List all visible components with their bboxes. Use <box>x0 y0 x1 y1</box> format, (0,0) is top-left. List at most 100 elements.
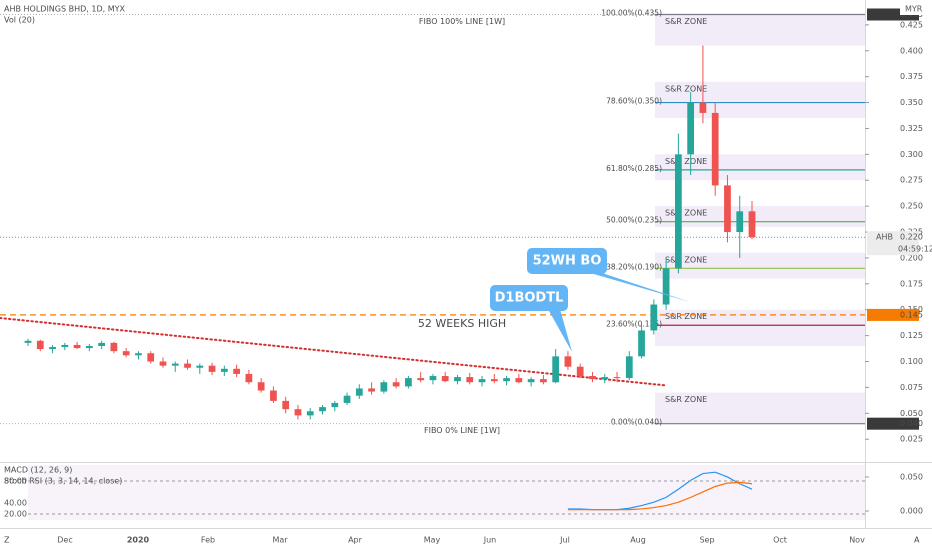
sr-zone <box>655 14 865 46</box>
macd-line <box>567 481 753 511</box>
callout-box <box>527 248 607 274</box>
y-tick-label: 0.300 <box>900 150 923 159</box>
candle-body <box>687 102 695 155</box>
candle-body <box>73 344 81 349</box>
callout-box <box>490 285 568 311</box>
fibo-label: 78.60%(0.350) <box>606 97 662 106</box>
price-badge <box>867 308 919 321</box>
candle-body <box>490 379 498 382</box>
fibo-label: 100.00%(0.435) <box>601 9 662 18</box>
sr-zone-label: S&R ZONE <box>665 84 707 93</box>
candle-body <box>319 407 326 412</box>
fibo-label: 0.00%(0.040) <box>611 418 662 427</box>
candle-body <box>196 365 204 368</box>
candle-body <box>674 154 682 269</box>
candle-body <box>441 376 449 382</box>
candle-body <box>159 361 167 366</box>
corner-right[interactable]: A <box>914 536 920 545</box>
candle-body <box>208 365 216 372</box>
sr-zone-label: S&R ZONE <box>665 157 707 166</box>
candle-body <box>699 102 707 113</box>
sr-zone-label: S&R ZONE <box>665 255 707 264</box>
candle-body <box>343 395 351 403</box>
y-tick-label: 0.025 <box>900 435 923 444</box>
callout-label: 52WH BO <box>533 254 602 269</box>
candle-body <box>552 356 560 383</box>
fibo-line-label: FIBO 0% LINE [1W] <box>424 426 500 435</box>
candle-body <box>368 388 375 392</box>
currency-badge <box>900 3 926 15</box>
y-tick-label: 0.075 <box>900 383 923 392</box>
candle-body <box>638 330 645 357</box>
sr-zone-label: S&R ZONE <box>665 209 707 218</box>
high-52w-label: 52 WEEKS HIGH <box>418 317 506 330</box>
y-tick-label: 0.250 <box>900 202 923 211</box>
candle-body <box>270 390 277 401</box>
candle-body <box>306 411 314 416</box>
macd-tick-label: 0.000 <box>900 506 923 515</box>
macd-title: MACD (12, 26, 9) <box>4 466 72 475</box>
candle-body <box>220 368 228 372</box>
x-tick-label: Aug <box>630 536 646 545</box>
sr-zone-label: S&R ZONE <box>665 395 707 404</box>
sr-zone <box>655 154 865 181</box>
symbol-badge: AHB <box>876 233 893 242</box>
candle-body <box>540 379 547 383</box>
candle-body <box>245 373 253 383</box>
candle-body <box>478 379 486 383</box>
price-badge-label: 0.145 <box>900 310 923 319</box>
candle-body <box>454 377 461 382</box>
price-badge <box>867 417 919 430</box>
y-tick-label: 0.400 <box>900 46 923 55</box>
candle-body <box>98 342 106 346</box>
y-tick-label: 0.350 <box>900 98 923 107</box>
candle-body <box>294 409 302 416</box>
candle-body <box>61 344 69 348</box>
y-tick-label: 0.325 <box>900 124 923 133</box>
price-badge-label: 0.220 <box>900 233 923 242</box>
sr-zone <box>655 392 865 424</box>
candle-body <box>748 211 756 238</box>
countdown: 04:59:12 <box>898 245 932 254</box>
x-tick-label: Dec <box>57 536 72 545</box>
macd-tick-label: 0.050 <box>900 472 923 481</box>
y-tick-label: 0.175 <box>900 279 923 288</box>
candle-body <box>405 378 412 387</box>
candle-body <box>576 366 584 377</box>
candle-body <box>564 356 572 367</box>
candle-body <box>589 376 596 380</box>
y-tick-label: 0.275 <box>900 176 923 185</box>
chart-title: AHB HOLDINGS BHD, 1D, MYX <box>4 5 125 14</box>
corner-left[interactable]: Z <box>4 536 10 545</box>
candle-body <box>257 382 265 391</box>
stoch-tick-label: 20.00 <box>4 509 27 518</box>
sr-zone <box>655 309 865 346</box>
sr-zone <box>655 252 865 279</box>
candle-body <box>650 304 658 331</box>
y-tick-label: 0.050 <box>900 409 923 418</box>
stoch-tick-label: 40.00 <box>4 498 27 507</box>
candle-body <box>147 353 155 362</box>
x-tick-label: 2020 <box>127 536 150 545</box>
x-tick-label: Oct <box>773 536 787 545</box>
fibo-line-label: FIBO 100% LINE [1W] <box>419 17 505 26</box>
x-tick-label: Mar <box>272 536 288 545</box>
sr-zone-label: S&R ZONE <box>665 17 707 26</box>
candle-body <box>380 382 388 392</box>
x-tick-label: Jun <box>483 536 497 545</box>
candle-body <box>110 342 118 352</box>
x-tick-label: Nov <box>849 536 865 545</box>
candle-body <box>736 211 744 233</box>
fibo-label: 38.20%(0.190) <box>606 262 662 271</box>
y-tick-label: 0.375 <box>900 72 923 81</box>
volume-label: Vol (20) <box>4 16 35 25</box>
candle-body <box>36 340 44 350</box>
candle-body <box>503 378 510 382</box>
candle-body <box>724 185 731 233</box>
x-tick-label: Sep <box>699 536 714 545</box>
y-tick-label: 0.100 <box>900 357 923 366</box>
candle-body <box>392 382 400 387</box>
fibo-label: 50.00%(0.235) <box>606 216 662 225</box>
x-tick-label: Apr <box>348 536 363 545</box>
